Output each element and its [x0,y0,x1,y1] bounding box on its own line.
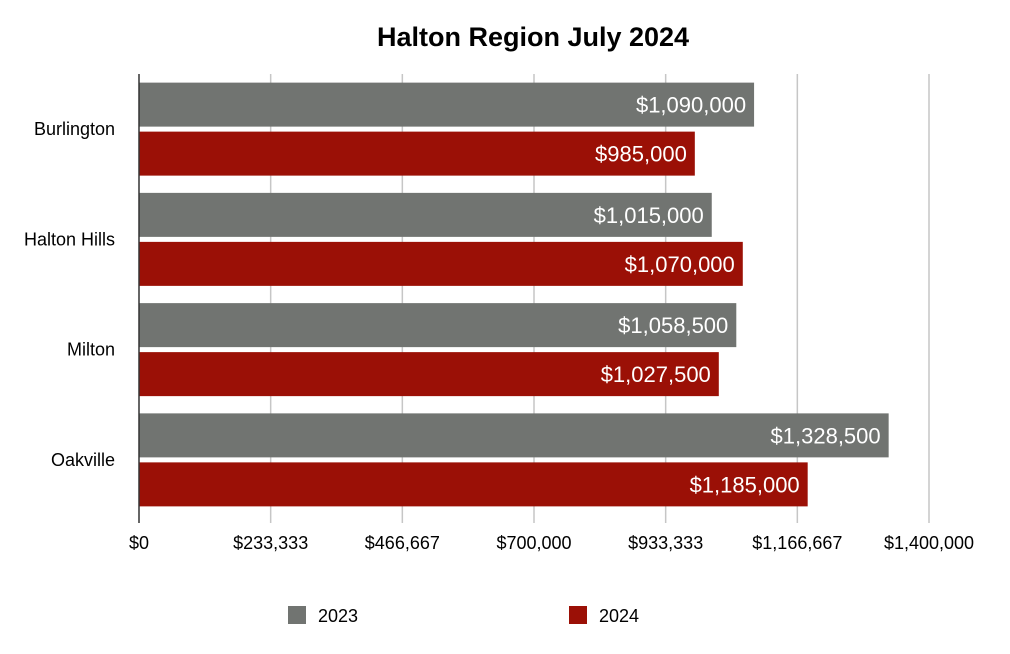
data-label: $1,015,000 [594,203,704,228]
bar-2023 [139,303,737,348]
data-label: $1,090,000 [636,93,746,118]
data-label: $1,058,500 [618,313,728,338]
legend: 2023 2024 [288,606,639,626]
x-tick-label: $933,333 [628,533,703,553]
legend-label: 2023 [318,606,358,626]
x-tick-label: $1,166,667 [752,533,842,553]
bar-2024 [139,352,719,397]
bars: $1,090,000 $985,000 $1,015,000 $1,070,000 $1… [139,82,889,507]
legend-label: 2024 [599,606,639,626]
legend-swatch-2024 [569,606,587,624]
category-label: Milton [67,340,115,360]
data-label: $1,070,000 [625,252,735,277]
data-label: $985,000 [595,142,687,167]
x-tick-label: $700,000 [496,533,571,553]
x-tick-label: $0 [129,533,149,553]
data-label: $1,328,500 [771,423,881,448]
bar-2023 [139,82,755,127]
bar-2024 [139,462,808,507]
bar-2023 [139,192,712,237]
data-label: $1,185,000 [690,472,800,497]
category-label: Oakville [51,450,115,470]
category-label: Halton Hills [24,229,115,249]
x-tick-label: $233,333 [233,533,308,553]
x-tick-label: $466,667 [365,533,440,553]
x-tick-label: $1,400,000 [884,533,974,553]
legend-swatch-2023 [288,606,306,624]
data-label: $1,027,500 [601,362,711,387]
bar-2023 [139,413,889,458]
chart-title: Halton Region July 2024 [377,22,689,52]
category-label: Burlington [34,119,115,139]
bar-2024 [139,131,695,176]
bar-2024 [139,241,743,286]
axes: $0 $233,333 $466,667 $700,000 $933,333 $1,166… [24,74,974,553]
